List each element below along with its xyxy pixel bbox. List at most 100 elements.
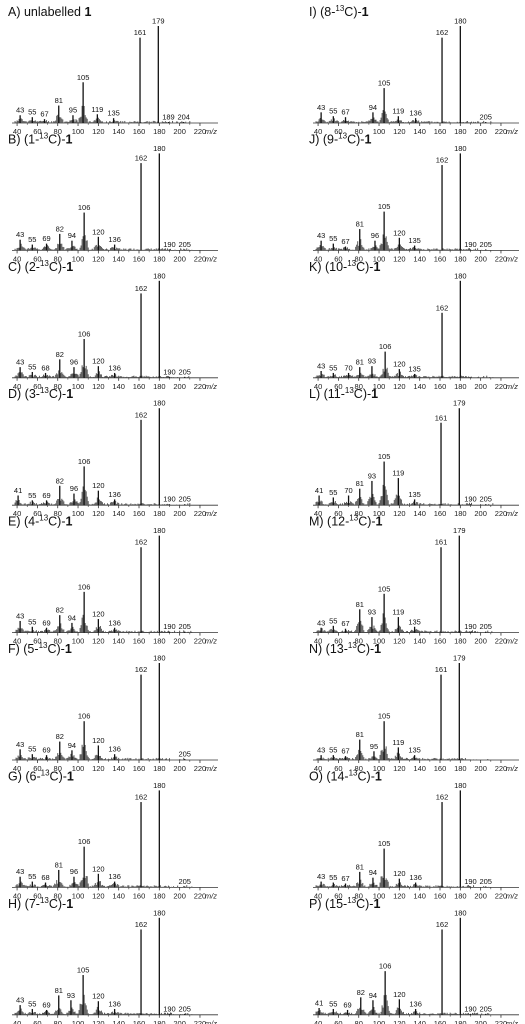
spectrum-panel: M) (12-13C)-1 43 55 67 81 93 105 119 135 161 179 19… (309, 514, 519, 646)
x-tick-label: 140 (413, 1019, 426, 1024)
peak-label: 119 (392, 469, 404, 478)
x-tick-label: 160 (434, 254, 447, 263)
x-tick-label: 180 (153, 382, 166, 391)
x-tick-label: 100 (373, 509, 386, 518)
x-tick-label: 200 (173, 127, 186, 136)
x-tick-label: 120 (92, 509, 105, 518)
x-tick-label: 200 (173, 637, 186, 646)
x-tick-label: 40 (13, 764, 21, 773)
x-tick-label: 60 (33, 382, 41, 391)
x-axis-label: m/z (205, 1019, 217, 1024)
peak-label: 190 (163, 495, 176, 504)
x-tick-label: 120 (393, 254, 406, 263)
x-tick-label: 60 (334, 1019, 342, 1024)
x-tick-label: 80 (355, 382, 363, 391)
x-tick-label: 200 (474, 254, 487, 263)
x-tick-label: 220 (194, 509, 207, 518)
x-tick-label: 140 (413, 509, 426, 518)
peak-label: 69 (42, 1000, 50, 1009)
x-tick-label: 180 (153, 1019, 166, 1024)
peak-label: 135 (408, 490, 421, 499)
x-tick-label: 80 (355, 1019, 363, 1024)
panel-title: G) (6-13C)-1 (8, 768, 74, 783)
x-tick-label: 220 (194, 764, 207, 773)
x-tick-label: 220 (495, 891, 508, 900)
spectrum-panel: N) (13-13C)-1 43 55 67 81 95 105 119 135 161 179 40… (309, 641, 519, 773)
peak-label: 180 (153, 654, 166, 663)
peak-label: 205 (479, 240, 492, 249)
peak-label: 55 (28, 872, 36, 881)
peak-label: 67 (341, 874, 349, 883)
peak-label: 43 (16, 611, 24, 620)
x-tick-label: 40 (13, 891, 21, 900)
peak-label: 189 (162, 113, 175, 122)
peak-label: 204 (177, 113, 190, 122)
peak-label: 43 (317, 746, 325, 755)
peak-label: 135 (408, 236, 421, 245)
peak-label: 205 (178, 750, 191, 759)
x-tick-label: 140 (413, 764, 426, 773)
x-tick-label: 180 (153, 254, 166, 263)
peak-label: 119 (392, 608, 404, 617)
peak-label: 205 (479, 495, 492, 504)
peak-label: 81 (356, 479, 364, 488)
peak-label: 190 (163, 1004, 176, 1013)
peak-label: 162 (436, 793, 449, 802)
peak-label: 119 (392, 738, 404, 747)
peak-label: 205 (178, 877, 191, 886)
x-tick-label: 40 (314, 1019, 322, 1024)
x-tick-label: 160 (434, 764, 447, 773)
x-tick-label: 220 (194, 637, 207, 646)
x-tick-label: 180 (454, 127, 467, 136)
peak-label: 55 (28, 745, 36, 754)
peak-label: 55 (28, 235, 36, 244)
x-tick-label: 60 (33, 891, 41, 900)
peak-label: 180 (454, 781, 467, 790)
x-axis-label: m/z (506, 764, 518, 773)
x-tick-label: 40 (314, 382, 322, 391)
peak-label: 94 (369, 991, 377, 1000)
x-tick-label: 200 (173, 891, 186, 900)
x-tick-label: 220 (194, 891, 207, 900)
x-tick-label: 220 (495, 509, 508, 518)
x-tick-label: 160 (133, 127, 146, 136)
x-tick-label: 100 (72, 509, 85, 518)
x-tick-label: 40 (13, 637, 21, 646)
x-tick-label: 160 (133, 382, 146, 391)
peak-label: 67 (341, 619, 349, 628)
peak-label: 180 (454, 17, 467, 26)
panel-title: N) (13-13C)-1 (309, 641, 381, 656)
peak-label: 81 (356, 862, 364, 871)
peak-label: 96 (70, 484, 78, 493)
x-tick-label: 180 (454, 254, 467, 263)
peak-label: 82 (56, 350, 64, 359)
peak-label: 105 (378, 712, 391, 721)
peak-label: 205 (178, 495, 191, 504)
panel-title: D) (3-13C)-1 (8, 386, 73, 401)
x-tick-label: 60 (33, 637, 41, 646)
peak-label: 96 (70, 358, 78, 367)
x-tick-label: 120 (92, 127, 105, 136)
peak-label: 81 (55, 96, 63, 105)
peak-label: 70 (344, 363, 352, 372)
x-tick-label: 220 (194, 1019, 207, 1024)
panel-title: A) unlabelled 1 (8, 5, 91, 19)
x-tick-label: 160 (434, 637, 447, 646)
x-tick-label: 200 (173, 382, 186, 391)
x-tick-label: 180 (454, 382, 467, 391)
peak-label: 179 (453, 399, 466, 408)
x-tick-label: 100 (373, 891, 386, 900)
peak-label: 190 (163, 240, 176, 249)
x-tick-label: 100 (373, 637, 386, 646)
peak-label: 55 (28, 362, 36, 371)
x-tick-label: 80 (54, 891, 62, 900)
panel-title: E) (4-13C)-1 (8, 514, 73, 529)
x-tick-label: 60 (334, 127, 342, 136)
peak-label: 135 (107, 109, 120, 118)
peak-label: 120 (393, 990, 406, 999)
peak-label: 205 (178, 622, 191, 631)
